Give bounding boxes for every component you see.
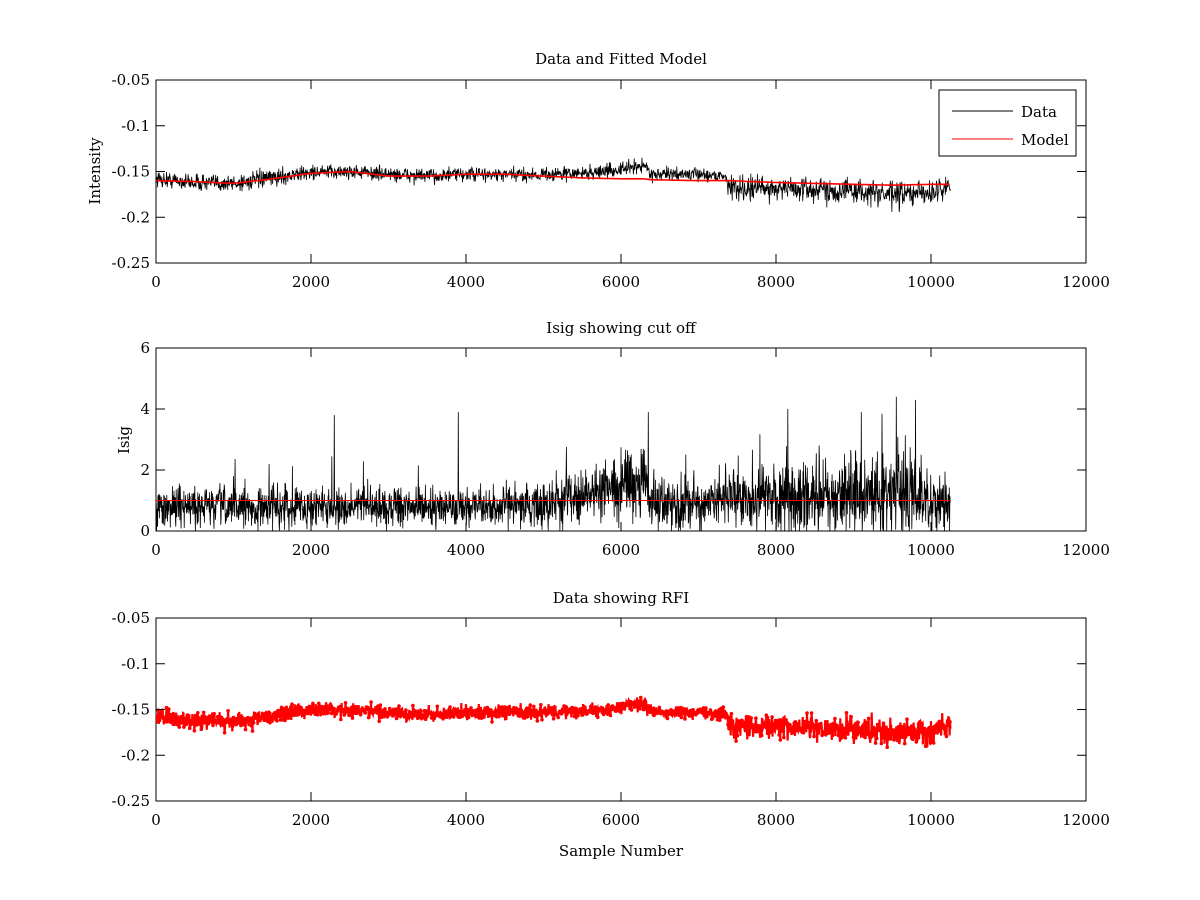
ticks-layer: 0 2000 4000 6000 8000 10000 12000 -0.05 -0.1 -0.1… <box>112 71 1110 291</box>
panel-isig: Isig showing cut off 0 2000 4000 6000 8000 10… <box>115 319 1110 559</box>
x-tick-label: 0 <box>151 811 161 829</box>
y-tick-label: 0 <box>140 522 150 540</box>
x-tick-label: 6000 <box>602 811 640 829</box>
panel-data-and-model: Data and Fitted Model 0 2000 4000 6000 8000 1… <box>86 50 1110 291</box>
x-tick-label: 2000 <box>292 541 330 559</box>
y-tick-label: 6 <box>140 339 150 357</box>
series-data-line <box>156 157 951 213</box>
x-tick-label: 6000 <box>602 273 640 291</box>
x-tick-label: 8000 <box>757 541 795 559</box>
x-tick-label: 10000 <box>907 811 955 829</box>
ticks-layer: 0 2000 4000 6000 8000 10000 12000 0 2 4 6 <box>140 339 1109 559</box>
y-tick-label: -0.05 <box>112 71 150 89</box>
series-layer <box>156 157 951 213</box>
x-axis-label: Sample Number <box>559 842 684 860</box>
legend-box <box>938 89 1077 157</box>
panel-rfi: Data showing RFI 0 2000 4000 6000 8000 10000 1… <box>112 589 1110 860</box>
y-tick-label: -0.05 <box>112 609 150 627</box>
series-rfi-line-thick <box>156 696 952 748</box>
series-model-line <box>156 170 950 186</box>
y-tick-label: -0.2 <box>121 746 150 764</box>
x-tick-label: 10000 <box>907 541 955 559</box>
x-tick-label: 0 <box>151 541 161 559</box>
y-axis-label: Isig <box>115 426 133 454</box>
y-tick-label: -0.1 <box>121 117 150 135</box>
y-tick-label: -0.25 <box>112 792 150 810</box>
x-tick-label: 4000 <box>447 541 485 559</box>
y-tick-label: -0.25 <box>112 254 150 272</box>
y-tick-label: -0.15 <box>112 163 150 181</box>
series-isig-line <box>156 396 951 531</box>
y-tick-label: 4 <box>140 400 150 418</box>
y-axis-label: Intensity <box>86 137 104 205</box>
x-tick-label: 2000 <box>292 273 330 291</box>
x-tick-label: 12000 <box>1062 273 1110 291</box>
legend-label-data: Data <box>1021 103 1057 121</box>
y-tick-label: -0.2 <box>121 208 150 226</box>
legend-label-model: Model <box>1021 131 1069 149</box>
x-tick-label: 2000 <box>292 811 330 829</box>
legend: Data Model <box>938 89 1077 157</box>
y-tick-label: -0.15 <box>112 701 150 719</box>
x-tick-label: 0 <box>151 273 161 291</box>
series-layer <box>156 695 952 749</box>
y-tick-label: 2 <box>140 461 150 479</box>
chart-title: Data showing RFI <box>553 589 689 607</box>
x-tick-label: 8000 <box>757 811 795 829</box>
y-tick-label: -0.1 <box>121 655 150 673</box>
x-tick-label: 4000 <box>447 273 485 291</box>
chart-title: Isig showing cut off <box>546 319 697 337</box>
chart-title: Data and Fitted Model <box>535 50 707 68</box>
x-tick-label: 6000 <box>602 541 640 559</box>
x-tick-label: 4000 <box>447 811 485 829</box>
x-tick-label: 8000 <box>757 273 795 291</box>
x-tick-label: 12000 <box>1062 541 1110 559</box>
ticks-layer: 0 2000 4000 6000 8000 10000 12000 -0.05 -0.1 -0.1… <box>112 609 1110 829</box>
series-layer <box>156 396 951 531</box>
x-tick-label: 10000 <box>907 273 955 291</box>
x-tick-label: 12000 <box>1062 811 1110 829</box>
